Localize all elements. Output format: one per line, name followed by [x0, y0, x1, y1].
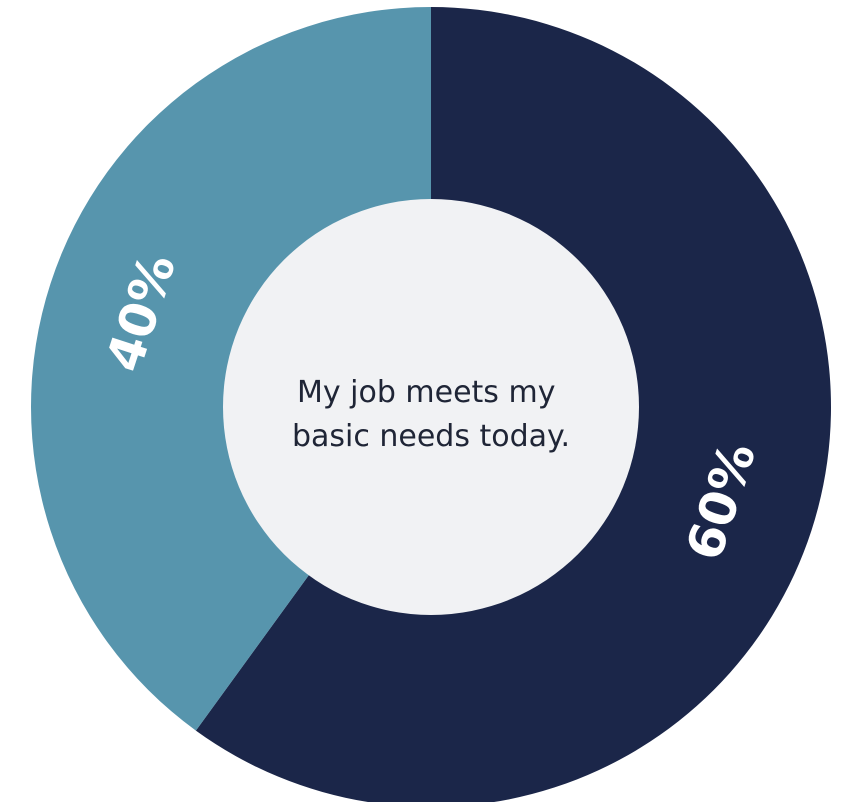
center-caption-line-2: basic needs today.: [292, 419, 570, 454]
donut-hole: [223, 199, 639, 615]
center-caption-line-1: My job meets my: [297, 375, 556, 410]
center-caption: My job meets my basic needs today.: [292, 375, 570, 454]
